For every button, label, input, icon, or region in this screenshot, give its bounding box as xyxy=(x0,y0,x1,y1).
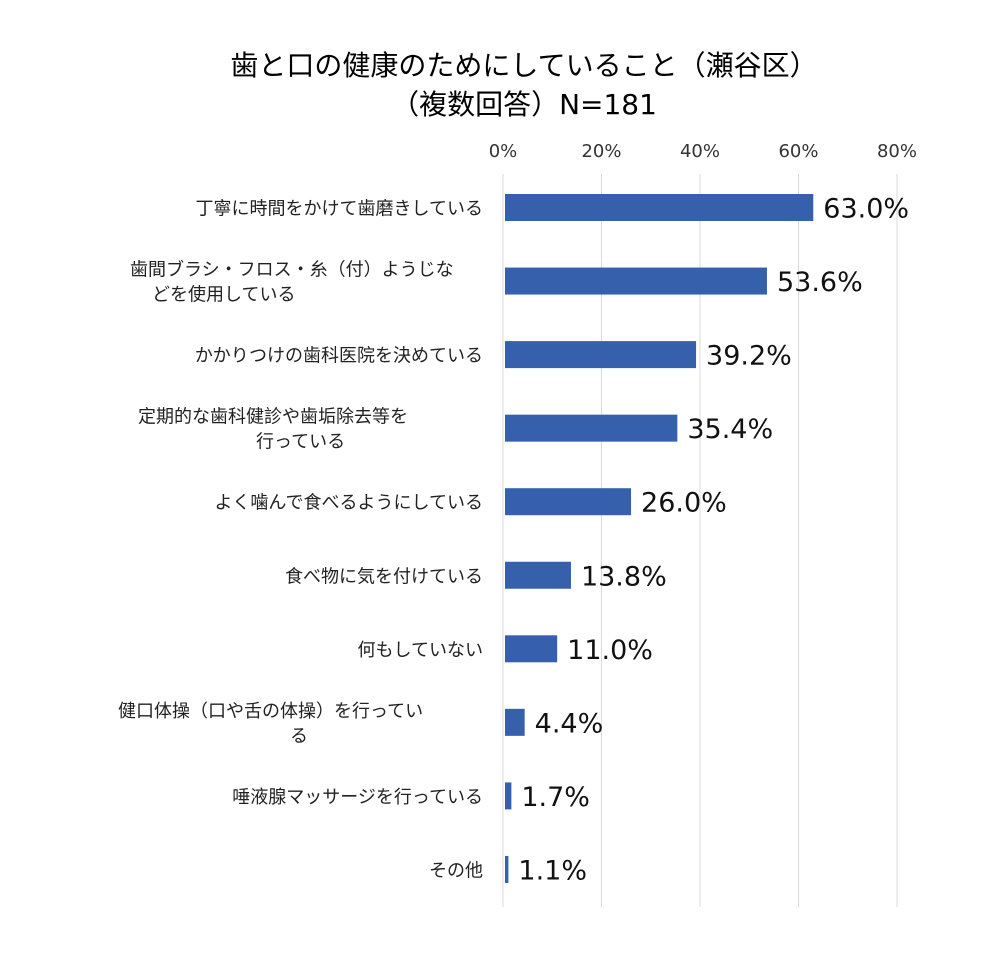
bar-6 xyxy=(505,561,571,589)
bar-2 xyxy=(505,267,767,295)
chart-title: 歯と口の健康のためにしていること（瀬谷区） （複数回答）N=181 xyxy=(230,49,817,121)
data-label-2: 53.6% xyxy=(777,267,863,298)
bar-9 xyxy=(505,782,512,810)
bar-3 xyxy=(505,341,697,369)
bar-10 xyxy=(505,855,509,883)
x-tick-label-20: 20% xyxy=(581,141,621,162)
x-tick-label-0: 0% xyxy=(489,141,518,162)
x-axis-ticks: 0% 20% 40% 60% 80% xyxy=(489,141,917,162)
gridlines xyxy=(502,174,898,907)
x-tick-label-80: 80% xyxy=(877,141,917,162)
chart-title-line-1: 歯と口の健康のためにしていること（瀬谷区） xyxy=(230,49,817,82)
category-label-4-line-1: 定期的な歯科健診や歯垢除去等を xyxy=(138,407,408,428)
category-label-8-line-1: 健口体操（口や舌の体操）を行ってい xyxy=(118,701,423,722)
category-label-2-line-1: 歯間ブラシ・フロス・糸（付）ようじな xyxy=(130,259,454,281)
data-label-5: 26.0% xyxy=(641,488,727,519)
category-label-4-line-2: 行っている xyxy=(256,432,345,453)
category-label-10-line-1: その他 xyxy=(429,860,483,881)
bar-4 xyxy=(505,414,678,442)
bar-8 xyxy=(505,708,525,736)
data-label-7: 11.0% xyxy=(567,635,653,666)
bars xyxy=(505,194,814,883)
category-label-8-line-2: る xyxy=(290,726,308,747)
category-label-5-line-1: よく噛んで食べるようにしている xyxy=(214,493,483,514)
category-label-3-line-1: かかりつけの歯科医院を決めている xyxy=(195,346,483,367)
data-label-8: 4.4% xyxy=(535,708,604,739)
category-label-1-line-1: 丁寧に時間をかけて歯磨きしている xyxy=(196,199,483,220)
chart-title-line-2: （複数回答）N=181 xyxy=(391,88,657,121)
x-tick-label-40: 40% xyxy=(680,141,720,162)
data-label-9: 1.7% xyxy=(521,782,590,813)
x-tick-label-60: 60% xyxy=(778,141,818,162)
category-label-7-line-1: 何もしていない xyxy=(358,640,483,661)
data-label-3: 39.2% xyxy=(706,341,792,372)
bar-5 xyxy=(505,488,632,516)
category-label-6-line-1: 食べ物に気を付けている xyxy=(285,566,483,587)
category-labels: 丁寧に時間をかけて歯磨きしている歯間ブラシ・フロス・糸（付）ようじなどを使用して… xyxy=(118,199,483,882)
bar-7 xyxy=(505,635,558,663)
data-label-4: 35.4% xyxy=(687,414,773,445)
data-label-10: 1.1% xyxy=(518,855,587,886)
data-label-6: 13.8% xyxy=(581,561,667,592)
category-label-9-line-1: 唾液腺マッサージを行っている xyxy=(232,787,483,808)
data-labels: 63.0% 53.6% 39.2% 35.4% 26.0% 13.8% 11.0% 4.4% 1… xyxy=(518,194,909,887)
data-label-1: 63.0% xyxy=(823,194,909,225)
category-label-2-line-2: どを使用している xyxy=(152,285,295,306)
bar-1 xyxy=(505,194,814,221)
